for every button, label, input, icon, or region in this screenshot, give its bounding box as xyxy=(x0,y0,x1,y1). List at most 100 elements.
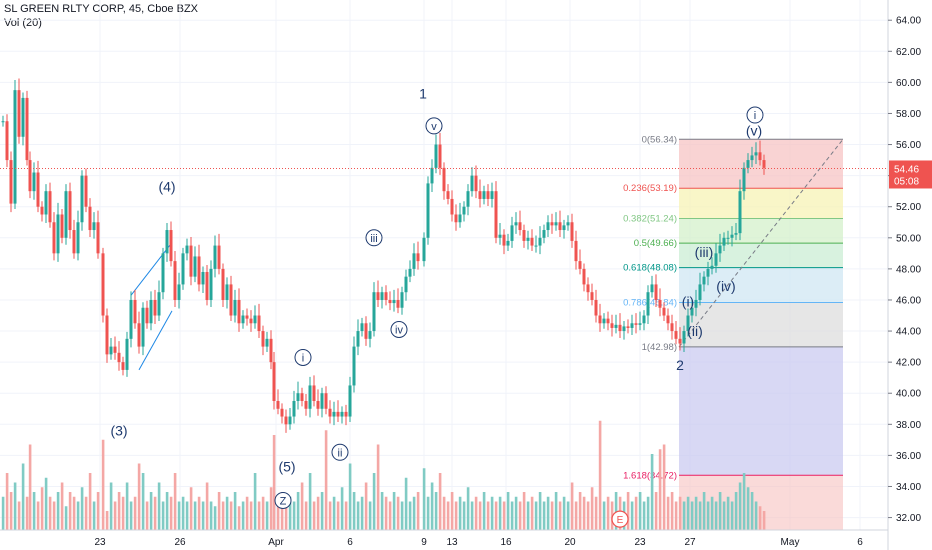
candle-body xyxy=(80,175,84,223)
candle-body xyxy=(64,191,68,238)
price-axis-label: 40.00 xyxy=(896,389,921,400)
candle-body xyxy=(308,385,312,409)
volume-bar xyxy=(510,501,514,530)
candle-body xyxy=(646,292,650,316)
candle-body xyxy=(598,315,602,324)
volume-bar xyxy=(434,492,438,530)
volume-bar xyxy=(606,496,610,530)
candle-body xyxy=(101,253,105,316)
candle-body xyxy=(662,307,666,316)
candle-body xyxy=(121,362,125,370)
volume-bar xyxy=(121,496,125,530)
volume-bar xyxy=(25,496,29,530)
volume-bar xyxy=(113,501,117,530)
candle-body xyxy=(181,253,185,285)
candle-body xyxy=(650,284,654,293)
candle-body xyxy=(105,315,109,355)
volume-bar xyxy=(654,492,658,530)
volume-bar xyxy=(185,501,189,530)
volume-bar xyxy=(84,496,88,530)
candle-body xyxy=(145,307,149,324)
volume-bar xyxy=(666,496,670,530)
candle-body xyxy=(209,268,213,300)
volume-bar xyxy=(253,473,257,530)
candle-body xyxy=(117,352,121,363)
candle-body xyxy=(594,299,598,316)
candle-body xyxy=(586,284,590,293)
candle-body xyxy=(642,315,646,324)
candle-body xyxy=(590,292,594,300)
candle-body xyxy=(193,256,197,277)
bar-countdown-label: 05:08 xyxy=(894,176,919,187)
candle-body xyxy=(602,318,606,324)
fib-zone xyxy=(679,139,843,189)
candle-body xyxy=(109,346,113,355)
candle-body xyxy=(376,292,380,300)
volume-bar xyxy=(201,501,205,530)
volume-bar xyxy=(356,501,360,530)
volume-bar xyxy=(332,496,336,530)
candle-body xyxy=(526,237,530,241)
candle-body xyxy=(458,214,462,223)
volume-bar xyxy=(336,501,340,530)
candle-body xyxy=(129,299,133,339)
price-axis-label: 42.00 xyxy=(896,358,921,369)
volume-bar xyxy=(558,501,562,530)
candle-body xyxy=(40,206,44,215)
volume-bar xyxy=(165,492,169,530)
volume-bar xyxy=(490,496,494,530)
candle-body xyxy=(169,230,173,262)
wave-label: iii xyxy=(370,233,377,245)
price-axis-label: 48.00 xyxy=(896,264,921,275)
volume-bar xyxy=(646,496,650,530)
candle-body xyxy=(746,160,750,168)
volume-bar xyxy=(9,492,13,530)
volume-bar xyxy=(474,496,478,530)
volume-bar xyxy=(296,492,300,530)
candle-body xyxy=(466,191,470,207)
candle-body xyxy=(296,393,300,401)
candle-body xyxy=(400,292,404,308)
volume-bar xyxy=(233,492,237,530)
candle-body xyxy=(730,234,734,238)
volume-bar xyxy=(526,501,530,530)
volume-bar xyxy=(209,501,213,530)
volume-bar xyxy=(742,473,746,530)
volume-bar xyxy=(400,501,404,530)
candle-body xyxy=(56,214,60,254)
volume-bar xyxy=(300,482,304,530)
candle-body xyxy=(213,245,217,269)
candle-body xyxy=(265,338,269,347)
wave-label-circle xyxy=(365,229,383,247)
volume-bar xyxy=(638,492,642,530)
volume-bar xyxy=(662,444,666,530)
volume-bar xyxy=(594,496,598,530)
candle-body xyxy=(514,222,518,226)
time-axis-label: 26 xyxy=(174,537,186,548)
candle-body xyxy=(328,408,332,417)
volume-bar xyxy=(762,511,766,530)
volume-bar xyxy=(586,501,590,530)
candle-body xyxy=(690,307,694,316)
candle-body xyxy=(682,331,686,344)
candle-body xyxy=(13,90,17,204)
volume-bar xyxy=(462,501,466,530)
fib-level-label: 0.236(53.19) xyxy=(623,183,677,194)
candle-body xyxy=(340,411,344,417)
fib-level-label: 0.382(51.24) xyxy=(623,214,677,225)
volume-bar xyxy=(698,501,702,530)
volume-bar xyxy=(710,496,714,530)
wave-label: (i) xyxy=(682,294,694,310)
fib-zone xyxy=(679,346,843,476)
wave-label: 2 xyxy=(676,357,684,373)
volume-bar xyxy=(502,501,506,530)
candle-body xyxy=(205,271,209,300)
candle-body xyxy=(490,191,494,199)
volume-bar xyxy=(17,501,21,530)
volume-bar xyxy=(466,487,470,530)
volume-bar xyxy=(714,501,718,530)
time-axis-label: Apr xyxy=(268,537,284,548)
volume-bar xyxy=(68,492,72,530)
candle-body xyxy=(380,292,384,300)
